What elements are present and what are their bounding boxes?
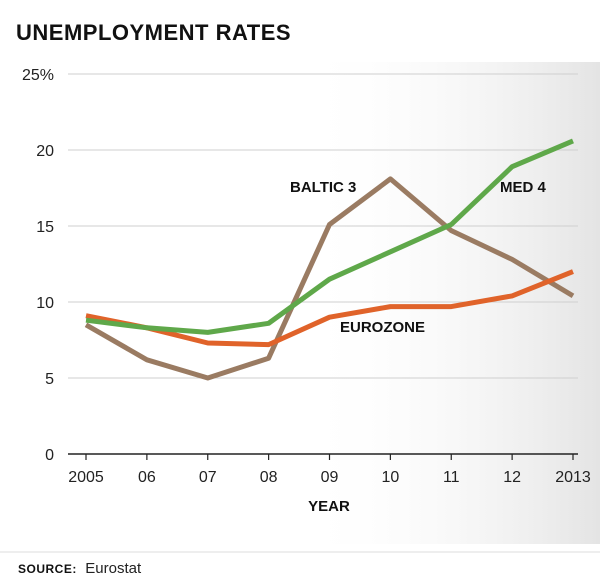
gridlines	[68, 73, 578, 379]
series-line-med-4	[85, 138, 574, 335]
x-tick-label: 08	[260, 469, 278, 486]
source-text: Eurostat	[85, 560, 142, 577]
series-label-baltic-3: BALTIC 3	[290, 179, 356, 196]
y-axis-ticks: 0 5 10 15 20 25%	[22, 67, 54, 464]
x-tick-label: 2013	[555, 469, 591, 486]
plot-background	[300, 62, 600, 544]
chart-title: UNEMPLOYMENT RATES	[16, 20, 291, 45]
series-label-eurozone: EUROZONE	[340, 319, 425, 336]
source-label: SOURCE:	[18, 562, 77, 576]
y-tick-label: 5	[45, 371, 54, 388]
source-line: SOURCE: Eurostat	[18, 560, 142, 577]
x-axis-label: YEAR	[308, 498, 350, 515]
y-tick-label: 10	[36, 295, 54, 312]
x-tick-label: 07	[199, 469, 217, 486]
x-tick-label: 12	[503, 469, 521, 486]
series-line-eurozone	[85, 269, 574, 348]
y-tick-label: 0	[45, 447, 54, 464]
y-tick-label: 15	[36, 219, 54, 236]
series-line-baltic-3	[84, 176, 575, 381]
x-tick-label: 2005	[68, 469, 104, 486]
x-axis-ticks: 2005 06 07 08 09 10 11 12 2013	[68, 454, 591, 486]
x-tick-label: 10	[381, 469, 399, 486]
x-tick-label: 06	[138, 469, 156, 486]
series-label-med-4: MED 4	[500, 179, 547, 196]
series-lines	[84, 138, 575, 381]
y-tick-label: 20	[36, 143, 54, 160]
y-tick-label: 25%	[22, 67, 54, 84]
x-tick-label: 09	[321, 469, 339, 486]
x-tick-label: 11	[443, 469, 460, 486]
